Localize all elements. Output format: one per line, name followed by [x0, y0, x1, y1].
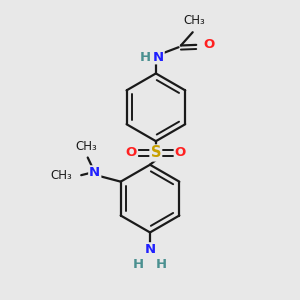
Text: H: H	[133, 258, 144, 272]
Text: CH₃: CH₃	[51, 169, 72, 182]
Text: CH₃: CH₃	[75, 140, 97, 153]
Text: N: N	[89, 166, 100, 179]
Text: O: O	[203, 38, 214, 51]
Text: N: N	[153, 51, 164, 64]
Text: H: H	[156, 258, 167, 272]
Text: O: O	[175, 146, 186, 159]
Text: S: S	[151, 146, 161, 160]
Text: O: O	[126, 146, 137, 159]
Text: H: H	[140, 51, 151, 64]
Text: N: N	[144, 243, 156, 256]
Text: CH₃: CH₃	[183, 14, 205, 27]
